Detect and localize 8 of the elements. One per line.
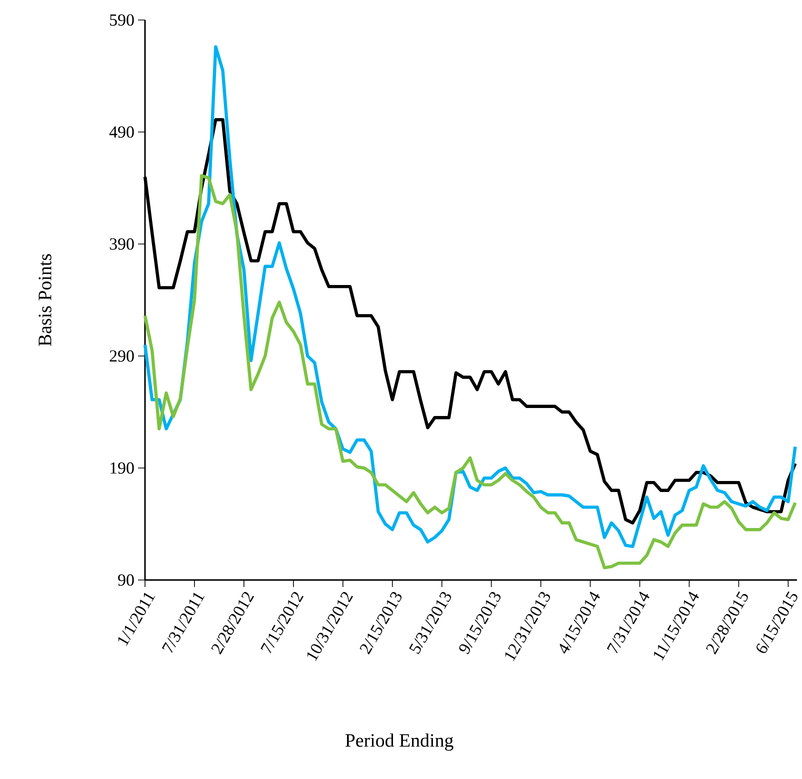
y-tick-label: 590 (110, 14, 134, 26)
y-tick-label: 190 (110, 462, 134, 474)
x-axis-title: Period Ending (345, 734, 454, 751)
y-tick-label: 290 (110, 350, 134, 362)
y-tick-label: 390 (110, 238, 134, 250)
y-tick-label: 490 (109, 126, 134, 138)
y-tick-label: 90 (118, 574, 134, 586)
y-axis-title: Basis Points (38, 254, 52, 346)
